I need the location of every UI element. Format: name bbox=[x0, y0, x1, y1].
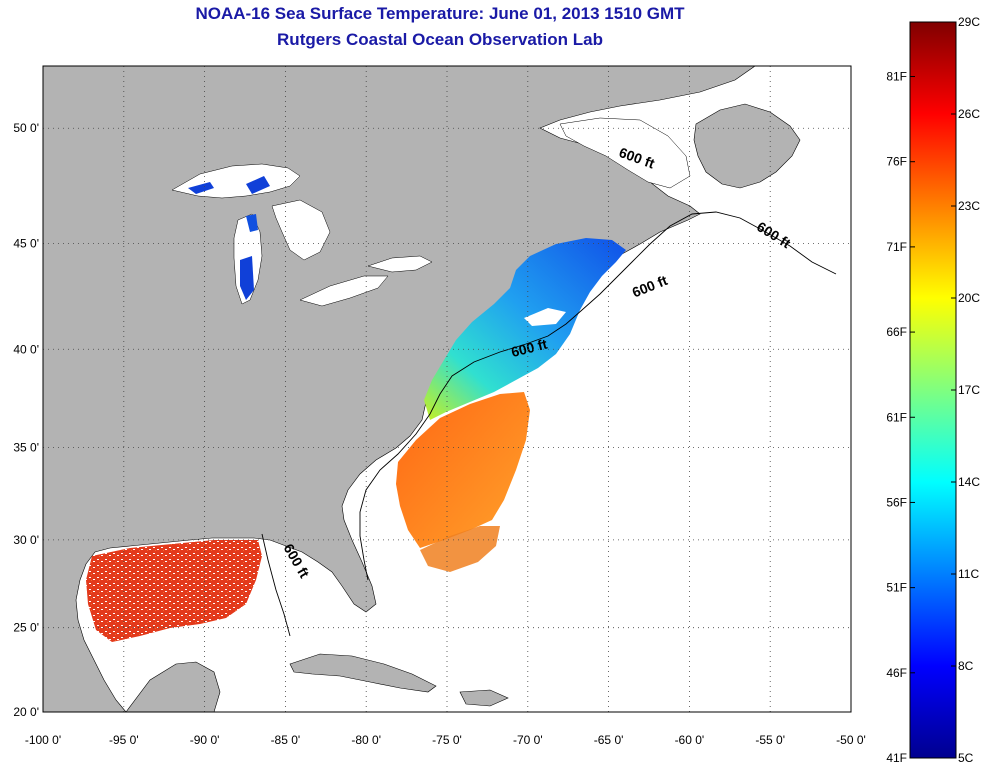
map-title: NOAA-16 Sea Surface Temperature: June 01… bbox=[195, 4, 685, 23]
colorbar-fahrenheit-label: 71F bbox=[886, 240, 907, 254]
lon-tick-label: -95 0' bbox=[109, 733, 139, 747]
land-hispaniola bbox=[459, 689, 509, 707]
lat-tick-label: 50 0' bbox=[13, 121, 39, 135]
atlantic-cool-sst bbox=[424, 238, 626, 420]
colorbar-fahrenheit-label: 81F bbox=[886, 70, 907, 84]
colorbar-celsius-label: 8C bbox=[958, 659, 974, 673]
sst-map: 600 ft 600 ft 600 ft 600 ft 600 ft 50 0'… bbox=[13, 65, 866, 747]
colorbar-fahrenheit-ticks: 81F 76F 71F 66F 61F 56F 51F 46F 41F bbox=[886, 70, 915, 765]
colorbar-celsius-label: 11C bbox=[958, 567, 979, 581]
lon-tick-label: -55 0' bbox=[755, 733, 785, 747]
cloud-patch bbox=[524, 308, 566, 326]
lake-erie bbox=[299, 275, 389, 307]
colorbar-celsius-ticks: 29C 26C 23C 20C 17C 14C 11C 8C 5C bbox=[951, 15, 980, 765]
lon-tick-label: -50 0' bbox=[836, 733, 866, 747]
colorbar-fahrenheit-label: 56F bbox=[886, 495, 907, 509]
land-newfoundland bbox=[693, 103, 801, 189]
lon-tick-label: -85 0' bbox=[271, 733, 301, 747]
colorbar-fahrenheit-label: 76F bbox=[886, 155, 907, 169]
lon-tick-label: -80 0' bbox=[351, 733, 381, 747]
colorbar-celsius-label: 5C bbox=[958, 751, 974, 765]
colorbar-fahrenheit-label: 61F bbox=[886, 410, 907, 424]
lat-tick-label: 25 0' bbox=[13, 621, 39, 635]
lake-huron-sst bbox=[246, 214, 258, 232]
lon-tick-label: -75 0' bbox=[432, 733, 462, 747]
latitude-tick-labels: 50 0' 45 0' 40 0' 35 0' 30 0' 25 0' 20 0' bbox=[13, 121, 39, 719]
colorbar-celsius-label: 29C bbox=[958, 15, 980, 29]
colorbar-celsius-label: 14C bbox=[958, 475, 980, 489]
bathymetry-contour-600ft bbox=[261, 211, 837, 637]
lon-tick-label: -65 0' bbox=[594, 733, 624, 747]
colorbar-gradient bbox=[909, 21, 957, 759]
lat-tick-label: 20 0' bbox=[13, 705, 39, 719]
colorbar-celsius-label: 17C bbox=[958, 383, 980, 397]
colorbar-celsius-label: 26C bbox=[958, 107, 980, 121]
lake-superior-sst-east bbox=[246, 176, 270, 194]
lat-tick-label: 30 0' bbox=[13, 533, 39, 547]
lake-superior-sst bbox=[188, 182, 214, 194]
lat-tick-label: 35 0' bbox=[13, 440, 39, 454]
map-subtitle: Rutgers Coastal Ocean Observation Lab bbox=[277, 30, 603, 49]
lon-tick-label: -70 0' bbox=[513, 733, 543, 747]
lon-tick-label: -60 0' bbox=[675, 733, 705, 747]
temperature-colorbar: 29C 26C 23C 20C 17C 14C 11C 8C 5C 81F 76F 71F 66F 61… bbox=[886, 15, 980, 765]
colorbar-fahrenheit-label: 66F bbox=[886, 325, 907, 339]
lon-tick-label: -90 0' bbox=[190, 733, 220, 747]
atlantic-warm-sst bbox=[396, 392, 530, 548]
lon-tick-label: -100 0' bbox=[25, 733, 61, 747]
gulf-st-lawrence bbox=[559, 117, 691, 189]
colorbar-fahrenheit-label: 41F bbox=[886, 751, 907, 765]
atlantic-warm-sst-south bbox=[420, 526, 500, 572]
longitude-tick-labels: -100 0' -95 0' -90 0' -85 0' -80 0' -75 0' -70… bbox=[25, 733, 866, 747]
land-cuba bbox=[289, 653, 437, 693]
lake-michigan-sst bbox=[240, 256, 254, 300]
lake-huron bbox=[271, 199, 331, 261]
colorbar-fahrenheit-label: 51F bbox=[886, 581, 907, 595]
lat-tick-label: 40 0' bbox=[13, 342, 39, 356]
gulf-sst-field bbox=[86, 540, 262, 642]
colorbar-celsius-label: 23C bbox=[958, 199, 980, 213]
lat-tick-label: 45 0' bbox=[13, 237, 39, 251]
lake-ontario bbox=[367, 255, 433, 273]
colorbar-celsius-label: 20C bbox=[958, 291, 980, 305]
map-frame bbox=[42, 65, 852, 713]
colorbar-fahrenheit-label: 46F bbox=[886, 666, 907, 680]
